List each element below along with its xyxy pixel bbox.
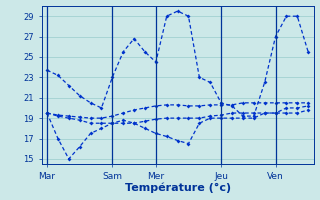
X-axis label: Température (°c): Température (°c) — [124, 182, 231, 193]
